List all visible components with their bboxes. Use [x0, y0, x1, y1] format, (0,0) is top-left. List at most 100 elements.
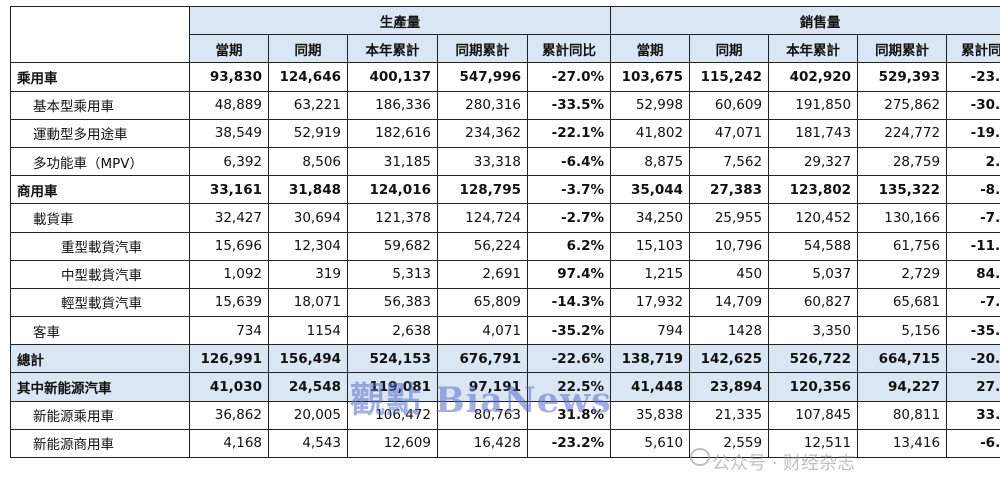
table-cell: 52,919: [268, 118, 348, 148]
table-row: 乘用車 93,830 124,646 400,137 547,996 -27.0% 103,…: [10, 62, 1000, 92]
table-cell: 21,335: [689, 400, 770, 430]
table-cell: 5,156: [857, 316, 948, 346]
table-cell: 63,221: [268, 90, 348, 120]
table-cell: 54,588: [768, 231, 859, 261]
table-cell: 2,691: [437, 259, 528, 289]
table-cell: 35,044: [610, 175, 691, 205]
table-cell: 33,161: [189, 175, 269, 205]
table-cell: -22.6%: [526, 344, 612, 374]
table-cell: 5,037: [768, 259, 859, 289]
table-cell: 6.2%: [526, 231, 612, 261]
row-label: 乘用車: [10, 62, 190, 92]
table-cell: 275,862: [857, 90, 948, 120]
table-cell: 97,191: [437, 372, 528, 402]
table-cell: 2.0%: [946, 146, 1000, 177]
table-cell: 12,609: [347, 428, 438, 459]
table-cell: 56,224: [437, 231, 528, 261]
table-cell: 15,639: [189, 287, 269, 318]
table-cell: 12,304: [268, 231, 348, 261]
table-cell: 22.5%: [526, 372, 612, 402]
table-cell: 97.4%: [526, 259, 612, 289]
table-cell: -6.7%: [946, 428, 1000, 459]
table-cell: 4,543: [268, 428, 348, 459]
row-label: 運動型多用途車: [10, 118, 190, 148]
row-label: 輕型載貨汽車: [10, 287, 190, 318]
table-cell: 124,646: [268, 62, 348, 92]
column-header: 當期: [610, 34, 691, 64]
table-cell: 280,316: [437, 90, 528, 120]
table-cell: -35.0%: [946, 316, 1000, 346]
table-cell: 734: [189, 316, 269, 346]
row-label: 客車: [10, 316, 190, 346]
table-cell: 124,724: [437, 203, 528, 233]
table-cell: 120,452: [768, 203, 859, 233]
table-row: 重型載貨汽車 15,696 12,304 59,682 56,224 6.2% 15,103…: [10, 231, 1000, 261]
table-cell: 18,071: [268, 287, 348, 318]
table-cell: -27.0%: [526, 62, 612, 92]
table-cell: 93,830: [189, 62, 269, 92]
column-header: 累計同比: [526, 34, 612, 64]
table-cell: 794: [610, 316, 691, 346]
table-row: 運動型多用途車 38,549 52,919 182,616 234,362 -22.1% 4…: [10, 118, 1000, 148]
table-cell: -7.5%: [946, 203, 1000, 233]
table-cell: 33.5%: [946, 400, 1000, 430]
table-row: 輕型載貨汽車 15,639 18,071 56,383 65,809 -14.3% 17,9…: [10, 287, 1000, 318]
table-cell: 103,675: [610, 62, 691, 92]
table-cell: 224,772: [857, 118, 948, 148]
table-cell: 1428: [689, 316, 770, 346]
row-label: 商用車: [10, 175, 190, 205]
table-cell: 1,092: [189, 259, 269, 289]
table-row: 多功能車（MPV） 6,392 8,506 31,185 33,318 -6.4% 8,87…: [10, 146, 1000, 177]
table-cell: 4,168: [189, 428, 269, 459]
table-cell: 13,416: [857, 428, 948, 459]
table-cell: -2.7%: [526, 203, 612, 233]
table-cell: 186,336: [347, 90, 438, 120]
table-cell: -30.5%: [946, 90, 1000, 120]
table-cell: 56,383: [347, 287, 438, 318]
table-cell: 156,494: [268, 344, 348, 374]
table-cell: 15,103: [610, 231, 691, 261]
table-cell: 31,848: [268, 175, 348, 205]
column-header: 同期累計: [437, 34, 528, 64]
table-cell: 128,795: [437, 175, 528, 205]
table-cell: 3,350: [768, 316, 859, 346]
table-cell: 29,327: [768, 146, 859, 177]
table-cell: 20,005: [268, 400, 348, 430]
table-cell: 47,071: [689, 118, 770, 148]
table-cell: 15,696: [189, 231, 269, 261]
table-cell: 107,845: [768, 400, 859, 430]
table-cell: -3.7%: [526, 175, 612, 205]
table-cell: -11.6%: [946, 231, 1000, 261]
table-cell: 126,991: [189, 344, 269, 374]
table-cell: 38,549: [189, 118, 269, 148]
sales-group-header: 銷售量: [610, 5, 1000, 36]
column-header: 同期: [689, 34, 770, 64]
table-cell: 119,081: [347, 372, 438, 402]
table-row: 載貨車 32,427 30,694 121,378 124,724 -2.7% 34,250…: [10, 203, 1000, 233]
table-cell: 32,427: [189, 203, 269, 233]
table-cell: 61,756: [857, 231, 948, 261]
table-cell: -8.5%: [946, 175, 1000, 205]
row-label: 新能源商用車: [10, 428, 190, 459]
table-row: 基本型乘用車 48,889 63,221 186,336 280,316 -33.5% 52…: [10, 90, 1000, 120]
table-cell: 27,383: [689, 175, 770, 205]
table-cell: 142,625: [689, 344, 770, 374]
table-cell: 191,850: [768, 90, 859, 120]
table-cell: 124,016: [347, 175, 438, 205]
table-cell: 135,322: [857, 175, 948, 205]
table-cell: 59,682: [347, 231, 438, 261]
table-cell: 181,743: [768, 118, 859, 148]
table-cell: -23.2%: [526, 428, 612, 459]
table-cell: 12,511: [768, 428, 859, 459]
column-header: 累計同比: [946, 34, 1000, 64]
table-cell: 4,071: [437, 316, 528, 346]
table-cell: 6,392: [189, 146, 269, 177]
table-cell: 121,378: [347, 203, 438, 233]
row-label: 中型載貨汽車: [10, 259, 190, 289]
table-cell: 8,875: [610, 146, 691, 177]
table-cell: -20.8%: [946, 344, 1000, 374]
table-cell: 8,506: [268, 146, 348, 177]
table-cell: 48,889: [189, 90, 269, 120]
column-header-row: 當期 同期 本年累計 同期累計 累計同比 當期 同期 本年累計 同期累計 累計同…: [11, 34, 1000, 64]
table-cell: 31.8%: [526, 400, 612, 430]
